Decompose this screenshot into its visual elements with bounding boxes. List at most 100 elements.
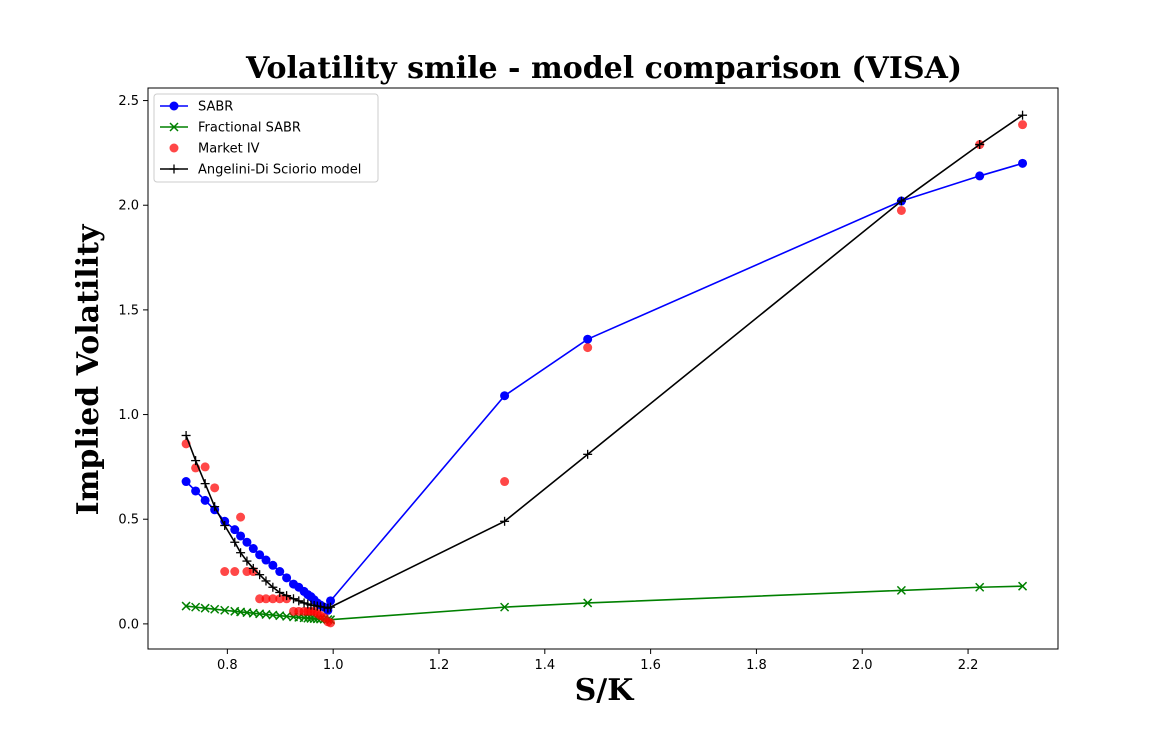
y-axis-label: Implied Volatility (71, 223, 106, 515)
data-point-fractional-sabr (210, 604, 220, 614)
data-point-fractional-sabr (200, 603, 210, 613)
data-point-market-iv (242, 567, 252, 577)
data-point-sabr (230, 525, 240, 535)
data-point-angelini-di-sciorio-model (248, 563, 258, 573)
data-point-angelini-di-sciorio-model (500, 516, 510, 526)
y-tick-label: 0.5 (118, 513, 139, 528)
legend-swatch-marker (169, 122, 179, 132)
data-point-sabr (255, 550, 265, 560)
data-point-sabr (191, 486, 201, 496)
data-point-angelini-di-sciorio-model (255, 570, 265, 580)
x-tick-label: 0.8 (217, 658, 238, 673)
x-tick-label: 1.4 (534, 658, 555, 673)
x-tick-label: 1.0 (323, 658, 344, 673)
legend-swatch-marker (169, 101, 179, 111)
data-point-sabr (275, 567, 285, 577)
data-point-angelini-di-sciorio-model (200, 479, 210, 489)
legend-item-market-iv: Market IV (169, 142, 260, 157)
data-point-sabr (261, 555, 271, 565)
data-point-angelini-di-sciorio-model (275, 587, 285, 597)
legend-box (153, 93, 379, 183)
legend-label: Fractional SABR (198, 121, 301, 136)
data-point-market-iv (230, 567, 240, 577)
series-line-angelini-di-sciorio-model (185, 114, 1024, 610)
data-point-market-iv (896, 205, 906, 215)
data-point-market-iv (1018, 120, 1028, 130)
y-tick-label: 1.5 (118, 303, 139, 318)
data-point-sabr (500, 391, 510, 401)
data-point-angelini-di-sciorio-model (583, 449, 593, 459)
data-point-market-iv (268, 594, 278, 604)
series-market-iv (181, 120, 1028, 628)
data-point-market-iv (210, 483, 220, 493)
data-point-fractional-sabr (975, 582, 985, 592)
data-point-sabr (583, 334, 593, 344)
data-point-sabr (975, 171, 985, 181)
data-point-angelini-di-sciorio-model (326, 602, 336, 612)
data-point-angelini-di-sciorio-model (181, 430, 191, 440)
data-point-sabr (326, 596, 336, 606)
data-point-market-iv (583, 343, 593, 353)
data-point-fractional-sabr (896, 585, 906, 595)
data-point-market-iv (255, 594, 265, 604)
data-point-market-iv (326, 618, 336, 628)
data-point-sabr (268, 560, 278, 570)
legend-swatch-marker (169, 164, 179, 174)
x-tick-label: 1.8 (746, 658, 767, 673)
data-point-angelini-di-sciorio-model (282, 591, 292, 601)
legend-label: Angelini-Di Sciorio model (198, 163, 361, 178)
data-point-fractional-sabr (181, 601, 191, 611)
data-point-angelini-di-sciorio-model (896, 196, 906, 206)
series-line-fractional-sabr (186, 585, 1023, 621)
x-tick-label: 1.2 (429, 658, 450, 673)
data-point-market-iv (220, 567, 230, 577)
data-point-angelini-di-sciorio-model (261, 576, 271, 586)
series-sabr (181, 158, 1028, 615)
data-point-angelini-di-sciorio-model (299, 598, 309, 608)
x-tick-label: 1.6 (640, 658, 661, 673)
data-point-market-iv (261, 594, 271, 604)
data-point-market-iv (236, 512, 246, 522)
legend-swatch-marker (169, 143, 179, 153)
data-point-market-iv (275, 594, 285, 604)
data-point-market-iv (500, 477, 510, 487)
data-point-angelini-di-sciorio-model (288, 594, 298, 604)
legend-item-sabr: SABR (160, 100, 233, 115)
legend: SABR Fractional SABR Market IV Angelini-Di … (153, 93, 379, 183)
data-point-sabr (181, 477, 191, 487)
series-angelini-di-sciorio-model (181, 110, 1028, 613)
data-point-angelini-di-sciorio-model (268, 582, 278, 592)
data-point-sabr (248, 544, 258, 554)
legend-item-angelini-di-sciorio-model: Angelini-Di Sciorio model (160, 163, 361, 178)
data-point-market-iv (200, 462, 210, 472)
data-point-sabr (200, 495, 210, 505)
x-axis-label: S/K (575, 673, 635, 708)
y-tick-label: 0.0 (118, 617, 139, 632)
data-point-angelini-di-sciorio-model (236, 548, 246, 558)
legend-label: Market IV (198, 142, 260, 157)
data-point-angelini-di-sciorio-model (1018, 110, 1028, 120)
data-point-angelini-di-sciorio-model (975, 140, 985, 150)
data-point-fractional-sabr (191, 602, 201, 612)
data-point-angelini-di-sciorio-model (191, 456, 201, 466)
x-axis-ticks: 0.8 1.0 1.2 1.4 1.6 1.8 2.0 2.2 (217, 649, 978, 673)
y-tick-label: 2.5 (118, 94, 139, 109)
plot-area-frame (147, 87, 1059, 650)
data-point-angelini-di-sciorio-model (220, 520, 230, 530)
series-fractional-sabr (181, 581, 1028, 625)
data-point-angelini-di-sciorio-model (210, 502, 220, 512)
data-point-sabr (282, 573, 292, 583)
data-point-fractional-sabr (220, 605, 230, 615)
data-point-angelini-di-sciorio-model (242, 556, 252, 566)
x-tick-label: 2.2 (958, 658, 979, 673)
series-layer (181, 110, 1028, 628)
data-point-fractional-sabr (583, 598, 593, 608)
legend-item-fractional-sabr: Fractional SABR (160, 121, 301, 136)
data-point-angelini-di-sciorio-model (230, 537, 240, 547)
data-point-sabr (242, 537, 252, 547)
data-point-sabr (1018, 158, 1028, 168)
chart-title: Volatility smile - model comparison (VIS… (245, 51, 962, 86)
legend-label: SABR (198, 100, 233, 115)
y-axis-ticks: 0.0 0.5 1.0 1.5 2.0 2.5 (118, 94, 148, 632)
